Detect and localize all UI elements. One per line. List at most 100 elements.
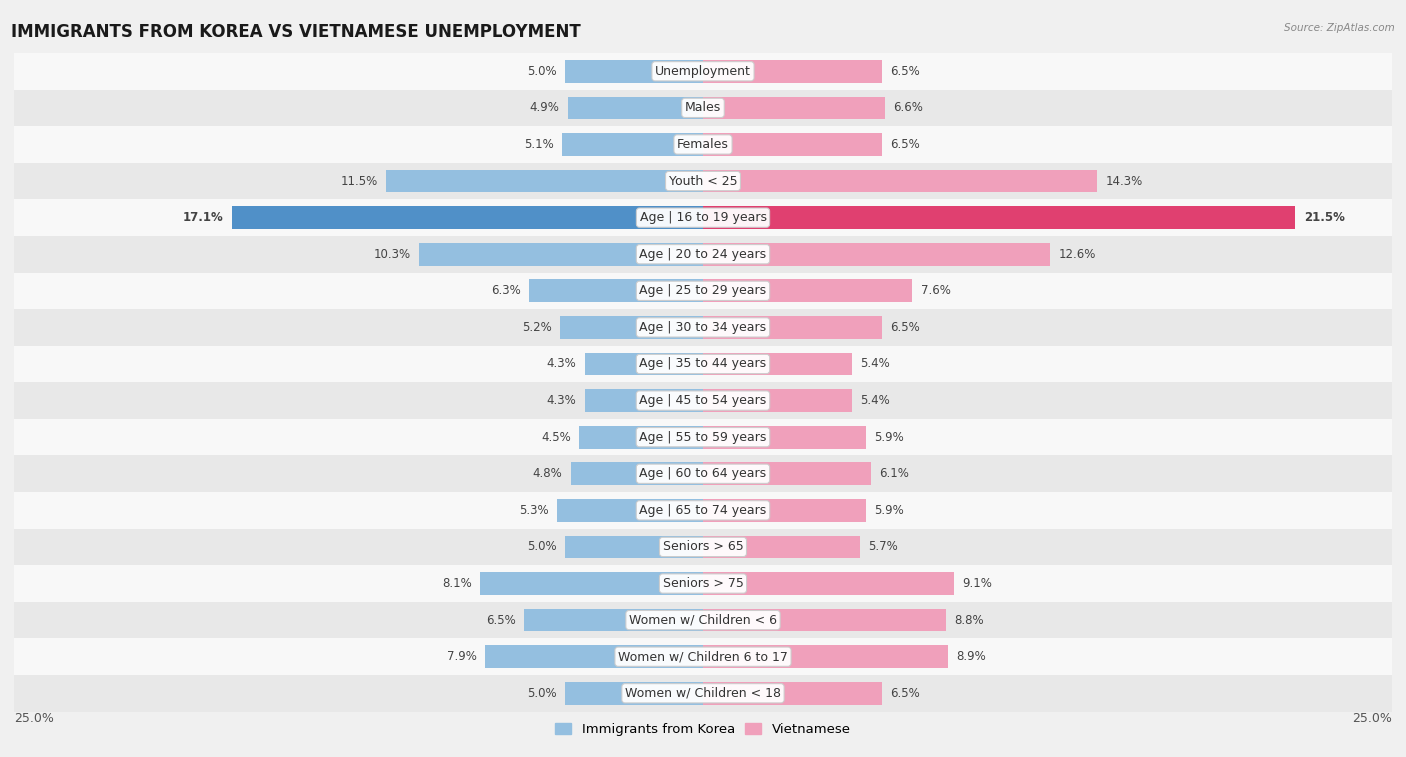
Text: 5.4%: 5.4%	[860, 394, 890, 407]
Text: Age | 65 to 74 years: Age | 65 to 74 years	[640, 504, 766, 517]
Bar	[14, 528, 1392, 565]
Text: 25.0%: 25.0%	[14, 712, 53, 724]
Bar	[14, 492, 1392, 528]
Bar	[14, 126, 1392, 163]
Bar	[14, 456, 1392, 492]
Bar	[703, 572, 953, 595]
Bar	[703, 243, 1050, 266]
Bar	[14, 346, 1392, 382]
Bar	[571, 463, 703, 485]
Bar	[419, 243, 703, 266]
Bar	[585, 389, 703, 412]
Text: 5.4%: 5.4%	[860, 357, 890, 370]
Bar	[562, 133, 703, 156]
Bar	[14, 382, 1392, 419]
Text: 6.5%: 6.5%	[890, 65, 920, 78]
Text: Source: ZipAtlas.com: Source: ZipAtlas.com	[1284, 23, 1395, 33]
Text: Seniors > 65: Seniors > 65	[662, 540, 744, 553]
Bar	[703, 60, 882, 83]
Text: 6.6%: 6.6%	[893, 101, 922, 114]
Text: 4.8%: 4.8%	[533, 467, 562, 480]
Bar	[14, 89, 1392, 126]
Bar	[14, 419, 1392, 456]
Text: 8.1%: 8.1%	[441, 577, 471, 590]
Text: 6.5%: 6.5%	[890, 687, 920, 699]
Text: Women w/ Children < 18: Women w/ Children < 18	[626, 687, 780, 699]
Text: 5.3%: 5.3%	[519, 504, 548, 517]
Text: 25.0%: 25.0%	[1353, 712, 1392, 724]
Bar	[703, 389, 852, 412]
Bar	[14, 675, 1392, 712]
Text: 4.3%: 4.3%	[547, 357, 576, 370]
Bar	[530, 279, 703, 302]
Text: Age | 25 to 29 years: Age | 25 to 29 years	[640, 285, 766, 298]
Text: Seniors > 75: Seniors > 75	[662, 577, 744, 590]
Bar	[14, 163, 1392, 199]
Text: 6.5%: 6.5%	[890, 138, 920, 151]
Bar	[703, 499, 866, 522]
Bar	[565, 60, 703, 83]
Bar	[232, 207, 703, 229]
Bar	[524, 609, 703, 631]
Bar	[703, 207, 1295, 229]
Text: Females: Females	[678, 138, 728, 151]
Text: 21.5%: 21.5%	[1303, 211, 1344, 224]
Bar	[485, 646, 703, 668]
Text: 5.0%: 5.0%	[527, 540, 557, 553]
Text: 7.6%: 7.6%	[921, 285, 950, 298]
Bar	[703, 170, 1097, 192]
Bar	[703, 426, 866, 448]
Bar	[703, 97, 884, 119]
Bar	[703, 609, 945, 631]
Bar	[703, 682, 882, 705]
Text: 4.3%: 4.3%	[547, 394, 576, 407]
Bar	[14, 602, 1392, 638]
Text: 5.0%: 5.0%	[527, 687, 557, 699]
Text: Unemployment: Unemployment	[655, 65, 751, 78]
Text: 14.3%: 14.3%	[1105, 175, 1143, 188]
Bar	[579, 426, 703, 448]
Bar	[479, 572, 703, 595]
Text: 5.2%: 5.2%	[522, 321, 551, 334]
Bar	[560, 316, 703, 338]
Text: Age | 45 to 54 years: Age | 45 to 54 years	[640, 394, 766, 407]
Bar	[14, 199, 1392, 236]
Bar	[703, 536, 860, 558]
Text: Age | 30 to 34 years: Age | 30 to 34 years	[640, 321, 766, 334]
Text: 6.5%: 6.5%	[486, 614, 516, 627]
Text: 9.1%: 9.1%	[962, 577, 991, 590]
Text: IMMIGRANTS FROM KOREA VS VIETNAMESE UNEMPLOYMENT: IMMIGRANTS FROM KOREA VS VIETNAMESE UNEM…	[11, 23, 581, 41]
Text: Age | 20 to 24 years: Age | 20 to 24 years	[640, 248, 766, 260]
Bar	[14, 565, 1392, 602]
Text: 11.5%: 11.5%	[340, 175, 378, 188]
Text: 4.5%: 4.5%	[541, 431, 571, 444]
Bar	[14, 236, 1392, 273]
Text: 6.1%: 6.1%	[879, 467, 910, 480]
Text: Age | 55 to 59 years: Age | 55 to 59 years	[640, 431, 766, 444]
Text: 17.1%: 17.1%	[183, 211, 224, 224]
Bar	[14, 273, 1392, 309]
Text: 5.7%: 5.7%	[869, 540, 898, 553]
Text: 10.3%: 10.3%	[374, 248, 411, 260]
Text: 8.9%: 8.9%	[956, 650, 986, 663]
Bar	[703, 463, 872, 485]
Bar	[14, 309, 1392, 346]
Text: 12.6%: 12.6%	[1059, 248, 1095, 260]
Text: Age | 35 to 44 years: Age | 35 to 44 years	[640, 357, 766, 370]
Bar	[14, 53, 1392, 89]
Bar	[703, 279, 912, 302]
Bar	[703, 646, 948, 668]
Bar	[565, 536, 703, 558]
Text: 7.9%: 7.9%	[447, 650, 477, 663]
Text: Age | 16 to 19 years: Age | 16 to 19 years	[640, 211, 766, 224]
Text: 5.9%: 5.9%	[875, 431, 904, 444]
Legend: Immigrants from Korea, Vietnamese: Immigrants from Korea, Vietnamese	[550, 718, 856, 741]
Text: 8.8%: 8.8%	[953, 614, 983, 627]
Bar	[703, 133, 882, 156]
Bar	[565, 682, 703, 705]
Bar	[568, 97, 703, 119]
Text: Males: Males	[685, 101, 721, 114]
Text: 6.3%: 6.3%	[491, 285, 522, 298]
Text: 4.9%: 4.9%	[530, 101, 560, 114]
Text: 5.0%: 5.0%	[527, 65, 557, 78]
